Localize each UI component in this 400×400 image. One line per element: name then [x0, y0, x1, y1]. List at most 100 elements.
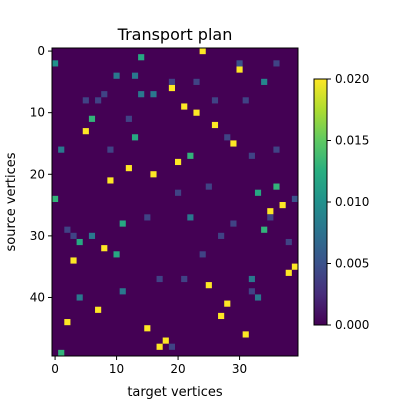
plot-frame — [51, 47, 299, 357]
heatmap-cell — [107, 146, 114, 153]
heatmap-cell — [261, 78, 268, 85]
heatmap-cell — [70, 257, 77, 264]
heatmap-cell — [82, 97, 89, 104]
heatmap-background — [52, 48, 298, 356]
heatmap-cell — [193, 78, 200, 85]
heatmap-cells — [52, 48, 298, 356]
heatmap-cell — [205, 183, 212, 190]
heatmap-cell — [224, 134, 231, 141]
heatmap-cell — [131, 134, 139, 141]
heatmap-cell — [76, 294, 83, 301]
heatmap-cell — [211, 121, 219, 129]
heatmap-cell — [101, 245, 108, 252]
heatmap-cell — [285, 238, 292, 246]
heatmap-cell — [113, 72, 120, 79]
heatmap-cell — [156, 343, 163, 350]
heatmap-cell — [181, 103, 188, 110]
heatmap-cell — [254, 294, 262, 301]
heatmap-cell — [218, 312, 225, 320]
heatmap-cell — [144, 214, 151, 221]
heatmap-cell — [273, 183, 280, 190]
heatmap-cell — [64, 226, 71, 233]
x-tick-label: 10 — [109, 362, 124, 376]
heatmap-cell — [187, 152, 194, 159]
heatmap-cell — [82, 128, 89, 135]
heatmap-cell — [58, 349, 65, 356]
heatmap-cell — [175, 189, 182, 196]
heatmap-cell — [285, 269, 292, 276]
heatmap-cell — [199, 251, 206, 258]
heatmap-cell — [211, 97, 219, 104]
heatmap-cell — [267, 214, 274, 221]
heatmap-cell — [242, 97, 249, 104]
heatmap-cell — [156, 275, 163, 283]
y-tick-label: 10 — [30, 106, 45, 120]
colorbar-tick-label: 0.010 — [335, 195, 369, 209]
heatmap-cell — [291, 263, 298, 270]
y-tick-label: 40 — [30, 290, 45, 304]
heatmap-cell — [230, 220, 237, 227]
colorbar-tick-label: 0.020 — [335, 72, 369, 86]
heatmap-cell — [248, 288, 255, 295]
heatmap-cell — [248, 275, 255, 283]
heatmap-cell — [52, 195, 59, 202]
heatmap-cell — [138, 54, 145, 61]
heatmap-cell — [267, 208, 274, 215]
y-tick-label: 20 — [30, 167, 45, 181]
heatmap-cell — [291, 195, 298, 202]
heatmap-cell — [279, 202, 286, 209]
x-axis-ticks: 0 10 20 30 — [51, 356, 247, 376]
heatmap-cell — [168, 343, 175, 350]
heatmap-cell — [131, 72, 139, 79]
heatmap-cell — [230, 140, 237, 147]
heatmap-cell — [125, 115, 132, 122]
heatmap-cell — [218, 232, 225, 239]
colorbar-ticks: 0.000 0.005 0.010 0.015 0.020 — [327, 72, 369, 332]
y-axis-ticks: 0 10 20 30 40 — [30, 44, 52, 304]
y-axis-label: source vertices — [4, 152, 19, 251]
x-axis-label: target vertices — [127, 385, 223, 400]
heatmap-cell — [187, 214, 194, 221]
heatmap-cell — [199, 48, 206, 55]
heatmap-cell — [64, 319, 71, 326]
heatmap-cell — [150, 91, 157, 98]
heatmap-cell — [162, 337, 169, 344]
heatmap-cell — [205, 282, 212, 289]
heatmap-cell — [125, 165, 132, 172]
heatmap-cell — [224, 300, 231, 307]
heatmap-cell — [52, 60, 59, 67]
heatmap-cell — [95, 97, 102, 104]
colorbar-tick-label: 0.015 — [335, 134, 369, 148]
heatmap-cell — [168, 78, 175, 85]
heatmap-cell — [119, 288, 126, 295]
heatmap-cell — [76, 238, 83, 246]
heatmap-cell — [236, 66, 243, 73]
heatmap-cell — [101, 91, 108, 98]
heatmap-cell — [119, 220, 126, 227]
y-tick-label: 0 — [37, 44, 45, 58]
heatmap-cell — [261, 226, 268, 233]
heatmap-cell — [181, 275, 188, 283]
heatmap-cell — [88, 232, 96, 239]
colorbar — [313, 78, 328, 326]
heatmap-cell — [88, 115, 96, 122]
y-tick-label: 30 — [30, 229, 45, 243]
heatmap-cell — [107, 177, 114, 184]
heatmap-cell — [242, 331, 249, 338]
heatmap-cell — [58, 146, 65, 153]
heatmap-cell — [144, 325, 151, 332]
x-tick-label: 20 — [170, 362, 185, 376]
heatmap-cell — [273, 60, 280, 67]
heatmap-cell — [168, 84, 175, 92]
heatmap-cell — [175, 158, 182, 166]
heatmap-cell — [150, 171, 157, 178]
chart-title: Transport plan — [117, 25, 233, 44]
heatmap-cell — [236, 60, 243, 67]
x-tick-label: 0 — [51, 362, 59, 376]
heatmap-cell — [138, 91, 145, 98]
colorbar-tick-label: 0.000 — [335, 318, 369, 332]
heatmap-cell — [70, 232, 77, 239]
x-tick-label: 30 — [232, 362, 247, 376]
colorbar-tick-label: 0.005 — [335, 257, 369, 271]
